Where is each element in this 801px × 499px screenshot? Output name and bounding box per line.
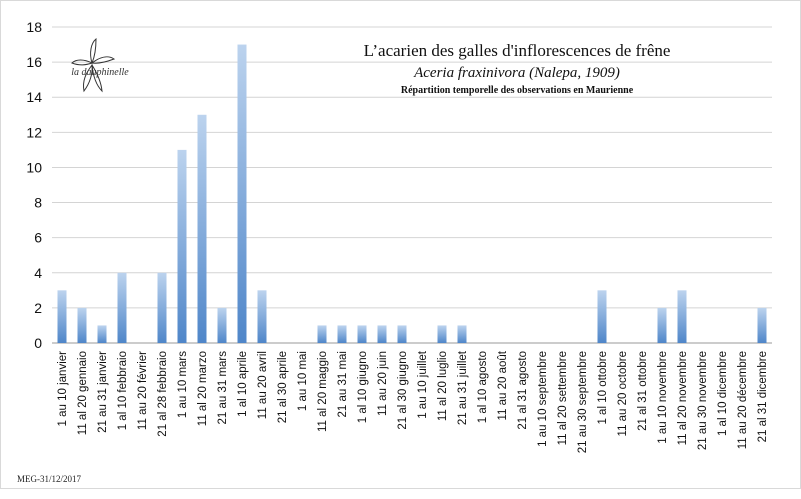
bar xyxy=(597,290,607,343)
bar xyxy=(117,272,127,343)
x-tick-label: 21 au 31 juillet xyxy=(457,350,469,425)
y-tick-label: 16 xyxy=(26,54,42,70)
x-tick-label: 1 al 10 ottobre xyxy=(597,351,609,425)
y-axis-ticks: 0 2 4 6 8 10 12 14 16 18 xyxy=(26,19,42,351)
x-tick-label: 21 au 30 septembre xyxy=(577,351,589,453)
x-tick-label: 21 al 31 ottobre xyxy=(637,351,649,431)
x-tick-label: 1 au 10 mai xyxy=(297,351,309,411)
bar xyxy=(437,325,447,343)
x-tick-label: 1 al 10 aprile xyxy=(237,351,249,417)
title-block: L’acarien des galles d'inflorescences de… xyxy=(364,41,671,96)
bar xyxy=(337,325,347,343)
bar xyxy=(237,44,247,344)
x-tick-label: 1 al 10 agosto xyxy=(477,351,489,423)
x-tick-label: 11 au 20 février xyxy=(137,351,149,430)
x-tick-label: 1 au 10 novembre xyxy=(657,351,669,444)
x-tick-label: 1 al 10 giugno xyxy=(357,351,369,423)
logo: la dauphinelle xyxy=(71,37,129,93)
bar xyxy=(397,325,407,343)
x-tick-label: 1 al 10 febbraio xyxy=(117,351,129,430)
gridlines xyxy=(52,26,772,344)
bar xyxy=(197,114,207,344)
bar xyxy=(97,325,107,343)
logo-text: la dauphinelle xyxy=(71,67,129,78)
bar xyxy=(357,325,367,343)
x-tick-label: 21 au 31 mai xyxy=(337,351,349,418)
x-tick-label: 11 al 20 luglio xyxy=(437,351,449,421)
footer-text: MEG-31/12/2017 xyxy=(17,474,81,484)
bar xyxy=(657,307,667,343)
x-tick-label: 1 au 10 mars xyxy=(177,351,189,418)
bar xyxy=(677,290,687,343)
bars xyxy=(57,44,767,344)
chart-title: L’acarien des galles d'inflorescences de… xyxy=(364,41,671,60)
y-tick-label: 2 xyxy=(34,300,42,316)
bar xyxy=(57,290,67,343)
x-tick-label: 11 al 20 settembre xyxy=(557,351,569,445)
y-tick-label: 10 xyxy=(26,159,42,175)
bar xyxy=(217,307,227,343)
x-tick-label: 21 al 31 dicembre xyxy=(757,351,769,442)
x-axis-ticks: 1 au 10 janvier 11 al 20 gennaio 21 au 31 … xyxy=(57,350,769,453)
chart-subtitle: Aceria fraxinivora (Nalepa, 1909) xyxy=(413,65,620,81)
y-tick-label: 12 xyxy=(26,124,42,140)
x-tick-label: 11 al 20 novembre xyxy=(677,351,689,445)
x-tick-label: 1 au 10 janvier xyxy=(57,351,69,427)
x-tick-label: 21 au 31 janvier xyxy=(97,351,109,433)
x-tick-label: 21 au 31 mars xyxy=(217,351,229,425)
x-tick-label: 1 al 10 dicembre xyxy=(717,351,729,436)
y-tick-label: 14 xyxy=(26,89,42,105)
bar xyxy=(257,290,267,343)
y-tick-label: 18 xyxy=(26,19,42,35)
x-tick-label: 11 al 20 maggio xyxy=(317,351,329,432)
x-tick-label: 21 al 28 febbraio xyxy=(157,351,169,437)
bar xyxy=(377,325,387,343)
bar xyxy=(157,272,167,343)
y-tick-label: 4 xyxy=(34,265,42,281)
x-tick-label: 21 al 30 giugno xyxy=(397,351,409,430)
x-tick-label: 21 al 31 agosto xyxy=(517,351,529,430)
bar xyxy=(317,325,327,343)
x-tick-label: 11 au 20 octobre xyxy=(617,351,629,436)
y-tick-label: 0 xyxy=(34,335,42,351)
x-tick-label: 11 au 20 avril xyxy=(257,351,269,419)
x-tick-label: 11 al 20 gennaio xyxy=(77,351,89,435)
x-tick-label: 1 au 10 juillet xyxy=(417,350,429,419)
flower-icon xyxy=(71,37,116,93)
y-tick-label: 6 xyxy=(34,230,42,246)
x-tick-label: 11 au 20 juin xyxy=(377,351,389,416)
x-tick-label: 11 au 20 décembre xyxy=(737,351,749,449)
y-tick-label: 8 xyxy=(34,195,42,211)
x-tick-label: 21 al 30 aprile xyxy=(277,351,289,423)
bar xyxy=(757,307,767,343)
x-tick-label: 21 au 30 novembre xyxy=(697,351,709,450)
x-tick-label: 11 au 20 août xyxy=(497,350,509,420)
bar xyxy=(77,307,87,343)
chart-subtitle-2: Répartition temporelle des observations … xyxy=(401,85,634,96)
x-tick-label: 1 au 10 septembre xyxy=(537,351,549,447)
bar xyxy=(177,149,187,343)
x-tick-label: 11 al 20 marzo xyxy=(197,351,209,426)
bar xyxy=(457,325,467,343)
